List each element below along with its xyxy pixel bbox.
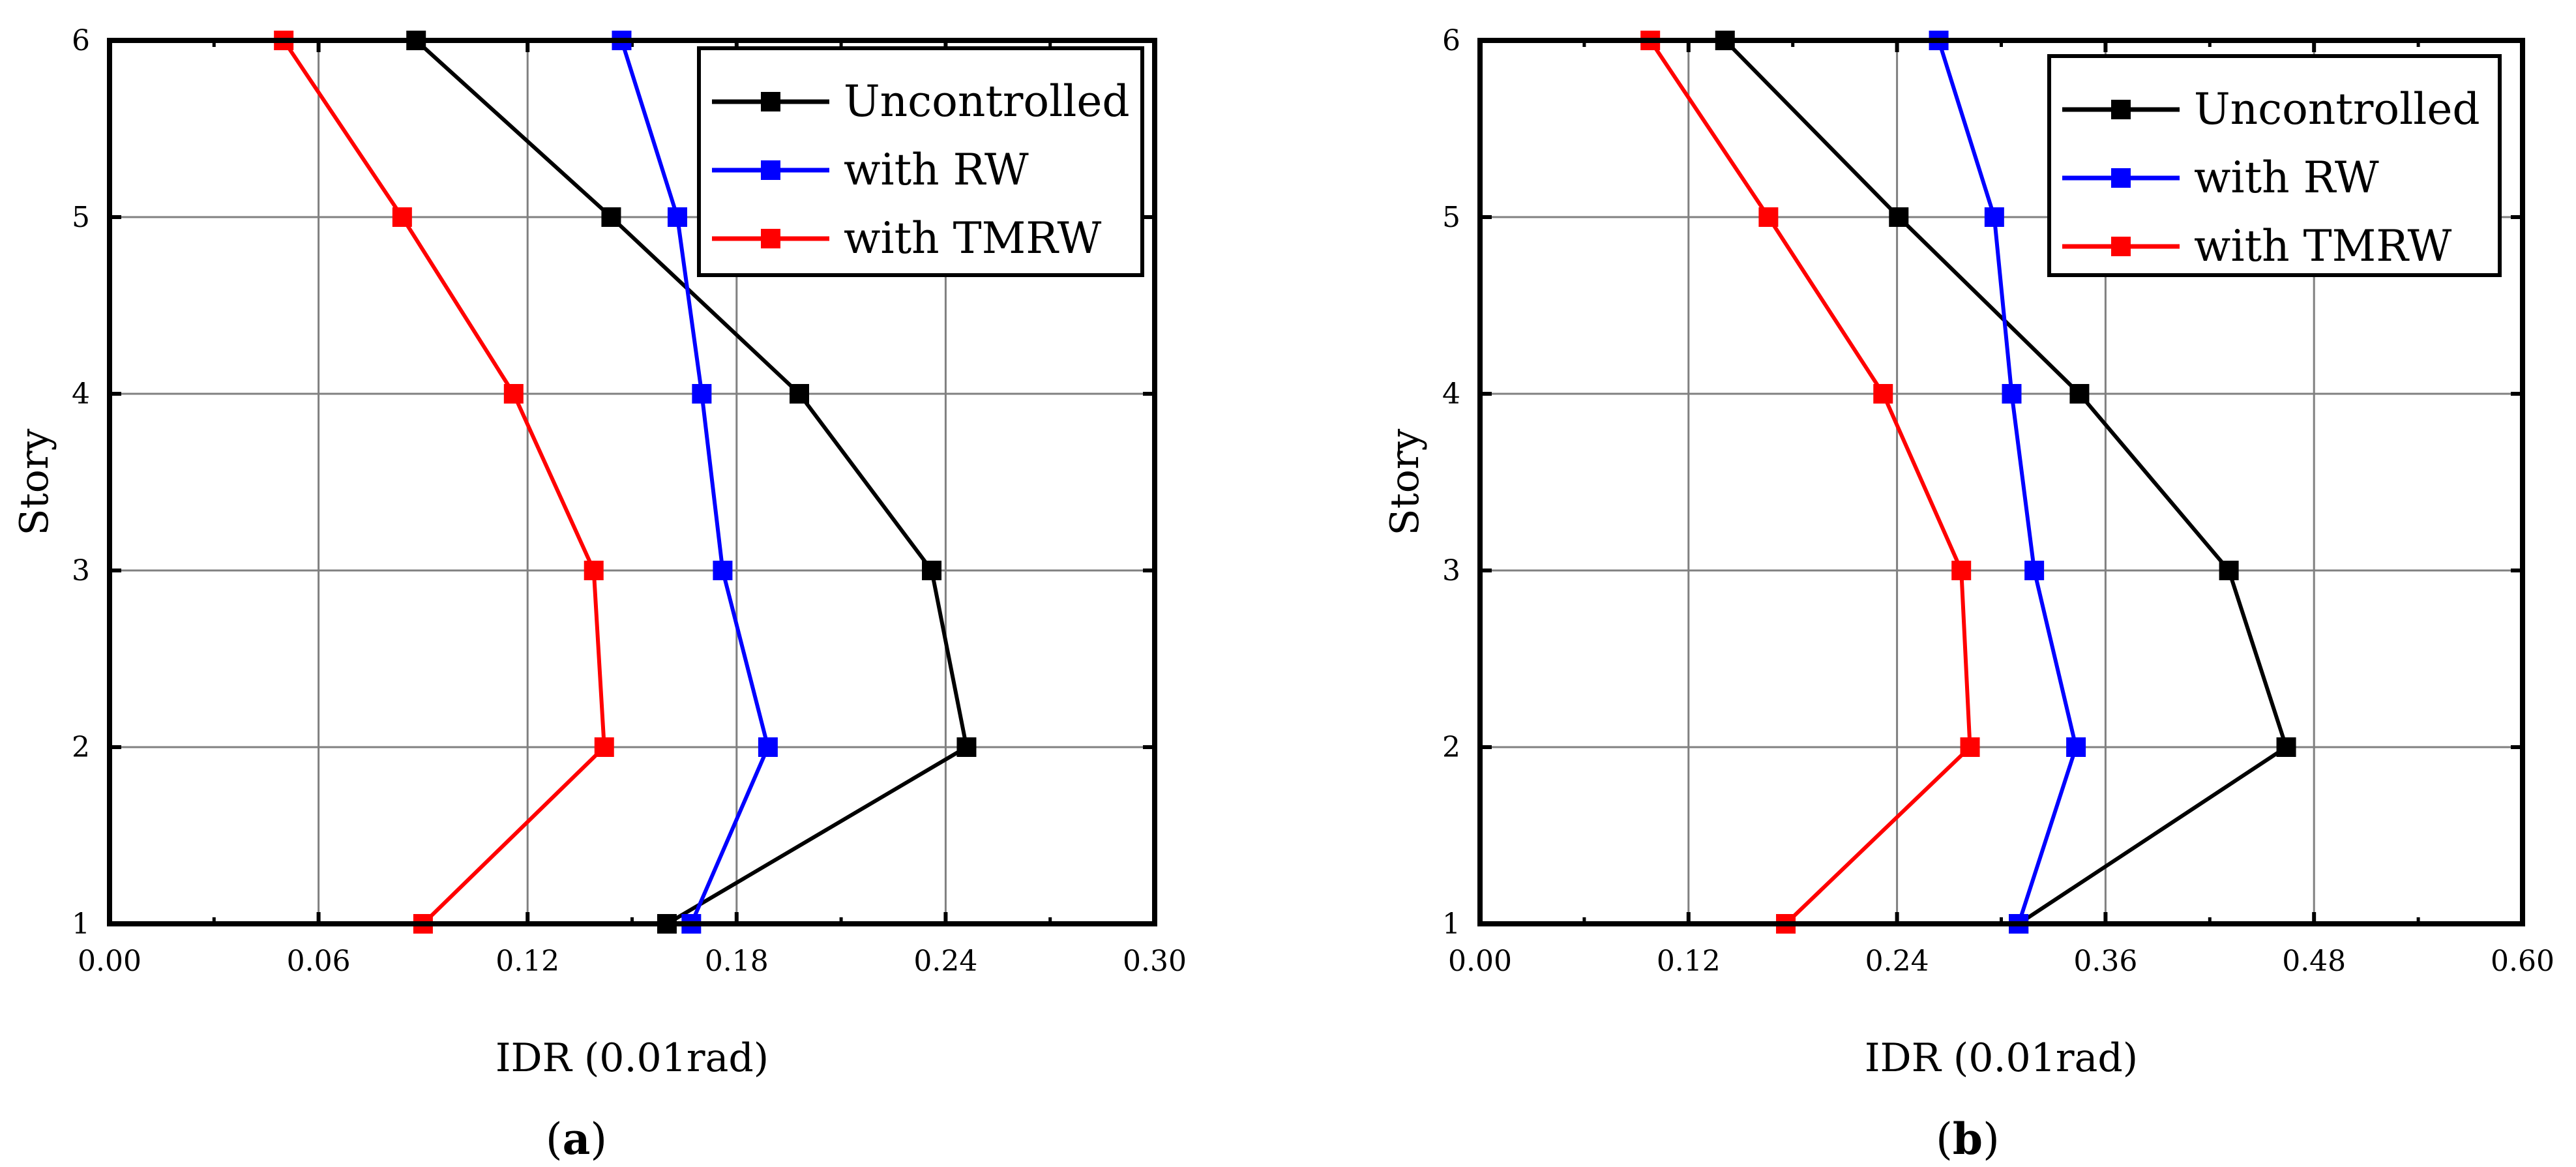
- x-tick-label: 0.12: [496, 945, 559, 978]
- data-point-with-rw: [758, 737, 778, 757]
- series-line-with-tmrw: [1648, 39, 1972, 926]
- y-tick-label: 5: [1442, 201, 1460, 234]
- data-point-with-tmrw: [1873, 384, 1893, 404]
- legend-label: with RW: [844, 145, 1029, 195]
- panel-label-letter: a: [563, 1114, 591, 1164]
- series-line-with-rw: [1936, 40, 2079, 924]
- y-tick-label: 6: [72, 24, 90, 57]
- y-tick-label: 1: [72, 908, 90, 941]
- data-point-with-tmrw: [1960, 737, 1980, 757]
- data-point-uncontrolled: [601, 207, 621, 227]
- data-point-with-rw: [2002, 384, 2022, 404]
- data-point-with-tmrw: [503, 384, 524, 404]
- data-point-with-rw: [1984, 207, 2004, 227]
- series-line-uncontrolled: [1723, 38, 2288, 926]
- chart-panel-b: 0.00 0.12 0.24 0.36 0.48 0.60 1 2 3 4 5 6 IDR (0.01r…: [1382, 24, 2554, 1164]
- legend-label: Uncontrolled: [2194, 84, 2480, 134]
- series-line-with-tmrw: [282, 39, 606, 926]
- y-tick-label: 1: [1442, 908, 1460, 941]
- x-tick-label: 0.48: [2282, 945, 2346, 978]
- legend: Uncontrolled with RW with TMRW: [2047, 54, 2502, 277]
- panel-label-open-paren: (: [1936, 1114, 1953, 1164]
- data-point-with-rw: [713, 561, 733, 580]
- data-point-uncontrolled: [789, 384, 809, 404]
- panel-label-open-paren: (: [546, 1114, 563, 1164]
- data-point-uncontrolled: [922, 561, 942, 580]
- panel-label: (b): [1936, 1114, 2000, 1164]
- y-tick-label: 2: [72, 731, 90, 764]
- data-point-with-rw: [692, 384, 712, 404]
- data-point-uncontrolled: [2276, 737, 2296, 757]
- data-point-with-tmrw: [584, 561, 604, 580]
- data-point-uncontrolled: [2069, 384, 2090, 404]
- data-point-with-rw: [2066, 737, 2086, 757]
- legend-swatch-marker: [2111, 237, 2131, 256]
- legend-label: with TMRW: [844, 213, 1101, 263]
- x-tick-label: 0.12: [1657, 945, 1721, 978]
- y-axis-title: Story: [1382, 428, 1428, 535]
- y-tick-label: 2: [1442, 731, 1460, 764]
- legend-label: with TMRW: [2194, 221, 2451, 271]
- legend-swatch-marker: [2111, 100, 2131, 119]
- data-point-with-tmrw: [1758, 207, 1779, 227]
- x-tick-label: 0.24: [913, 945, 977, 978]
- data-point-uncontrolled: [2219, 561, 2239, 580]
- x-tick-label: 0.36: [2073, 945, 2137, 978]
- y-tick-label: 4: [72, 377, 90, 411]
- x-axis-title: IDR (0.01rad): [1865, 1035, 2138, 1081]
- x-tick-label: 0.06: [287, 945, 351, 978]
- data-point-with-tmrw: [1951, 561, 1972, 580]
- panel-label-letter: b: [1953, 1114, 1983, 1164]
- y-axis-title: Story: [12, 428, 57, 535]
- x-tick-label: 0.30: [1123, 945, 1187, 978]
- data-point-with-rw: [2024, 561, 2045, 580]
- legend-swatch-marker: [761, 229, 780, 248]
- chart-panel-a: 0.00 0.06 0.12 0.18 0.24 0.30 1 2 3 4 5 6 IDR (0.01r…: [12, 24, 1187, 1164]
- panel-label-close-paren: ): [590, 1114, 607, 1164]
- y-tick-label: 3: [1442, 554, 1460, 587]
- data-point-with-tmrw: [594, 737, 614, 757]
- x-tick-label: 0.24: [1865, 945, 1929, 978]
- x-axis-title: IDR (0.01rad): [496, 1035, 769, 1081]
- legend-label: with RW: [2194, 153, 2379, 203]
- data-point-with-tmrw: [392, 207, 412, 227]
- legend-swatch-marker: [761, 160, 780, 180]
- legend-swatch-marker: [2111, 168, 2131, 188]
- plot-frame: [107, 38, 1157, 926]
- y-tick-label: 5: [72, 201, 90, 234]
- y-tick-label: 4: [1442, 377, 1460, 411]
- legend-label: Uncontrolled: [844, 76, 1130, 126]
- panel-label: (a): [546, 1114, 607, 1164]
- panel-label-close-paren: ): [1983, 1114, 2000, 1164]
- data-point-uncontrolled: [1889, 207, 1909, 227]
- series-line-uncontrolled: [415, 38, 969, 926]
- legend-swatch-marker: [761, 92, 780, 111]
- y-tick-label: 3: [72, 554, 90, 587]
- legend: Uncontrolled with RW with TMRW: [697, 46, 1144, 277]
- data-point-uncontrolled: [956, 737, 977, 757]
- x-tick-label: 0.60: [2491, 945, 2554, 978]
- x-tick-label: 0.00: [1448, 945, 1512, 978]
- series-line-with-rw: [619, 40, 770, 925]
- plot-frame: [1477, 38, 2525, 926]
- x-tick-label: 0.00: [78, 945, 141, 978]
- y-tick-label: 6: [1442, 24, 1460, 57]
- data-point-with-rw: [667, 207, 687, 227]
- x-tick-label: 0.18: [705, 945, 769, 978]
